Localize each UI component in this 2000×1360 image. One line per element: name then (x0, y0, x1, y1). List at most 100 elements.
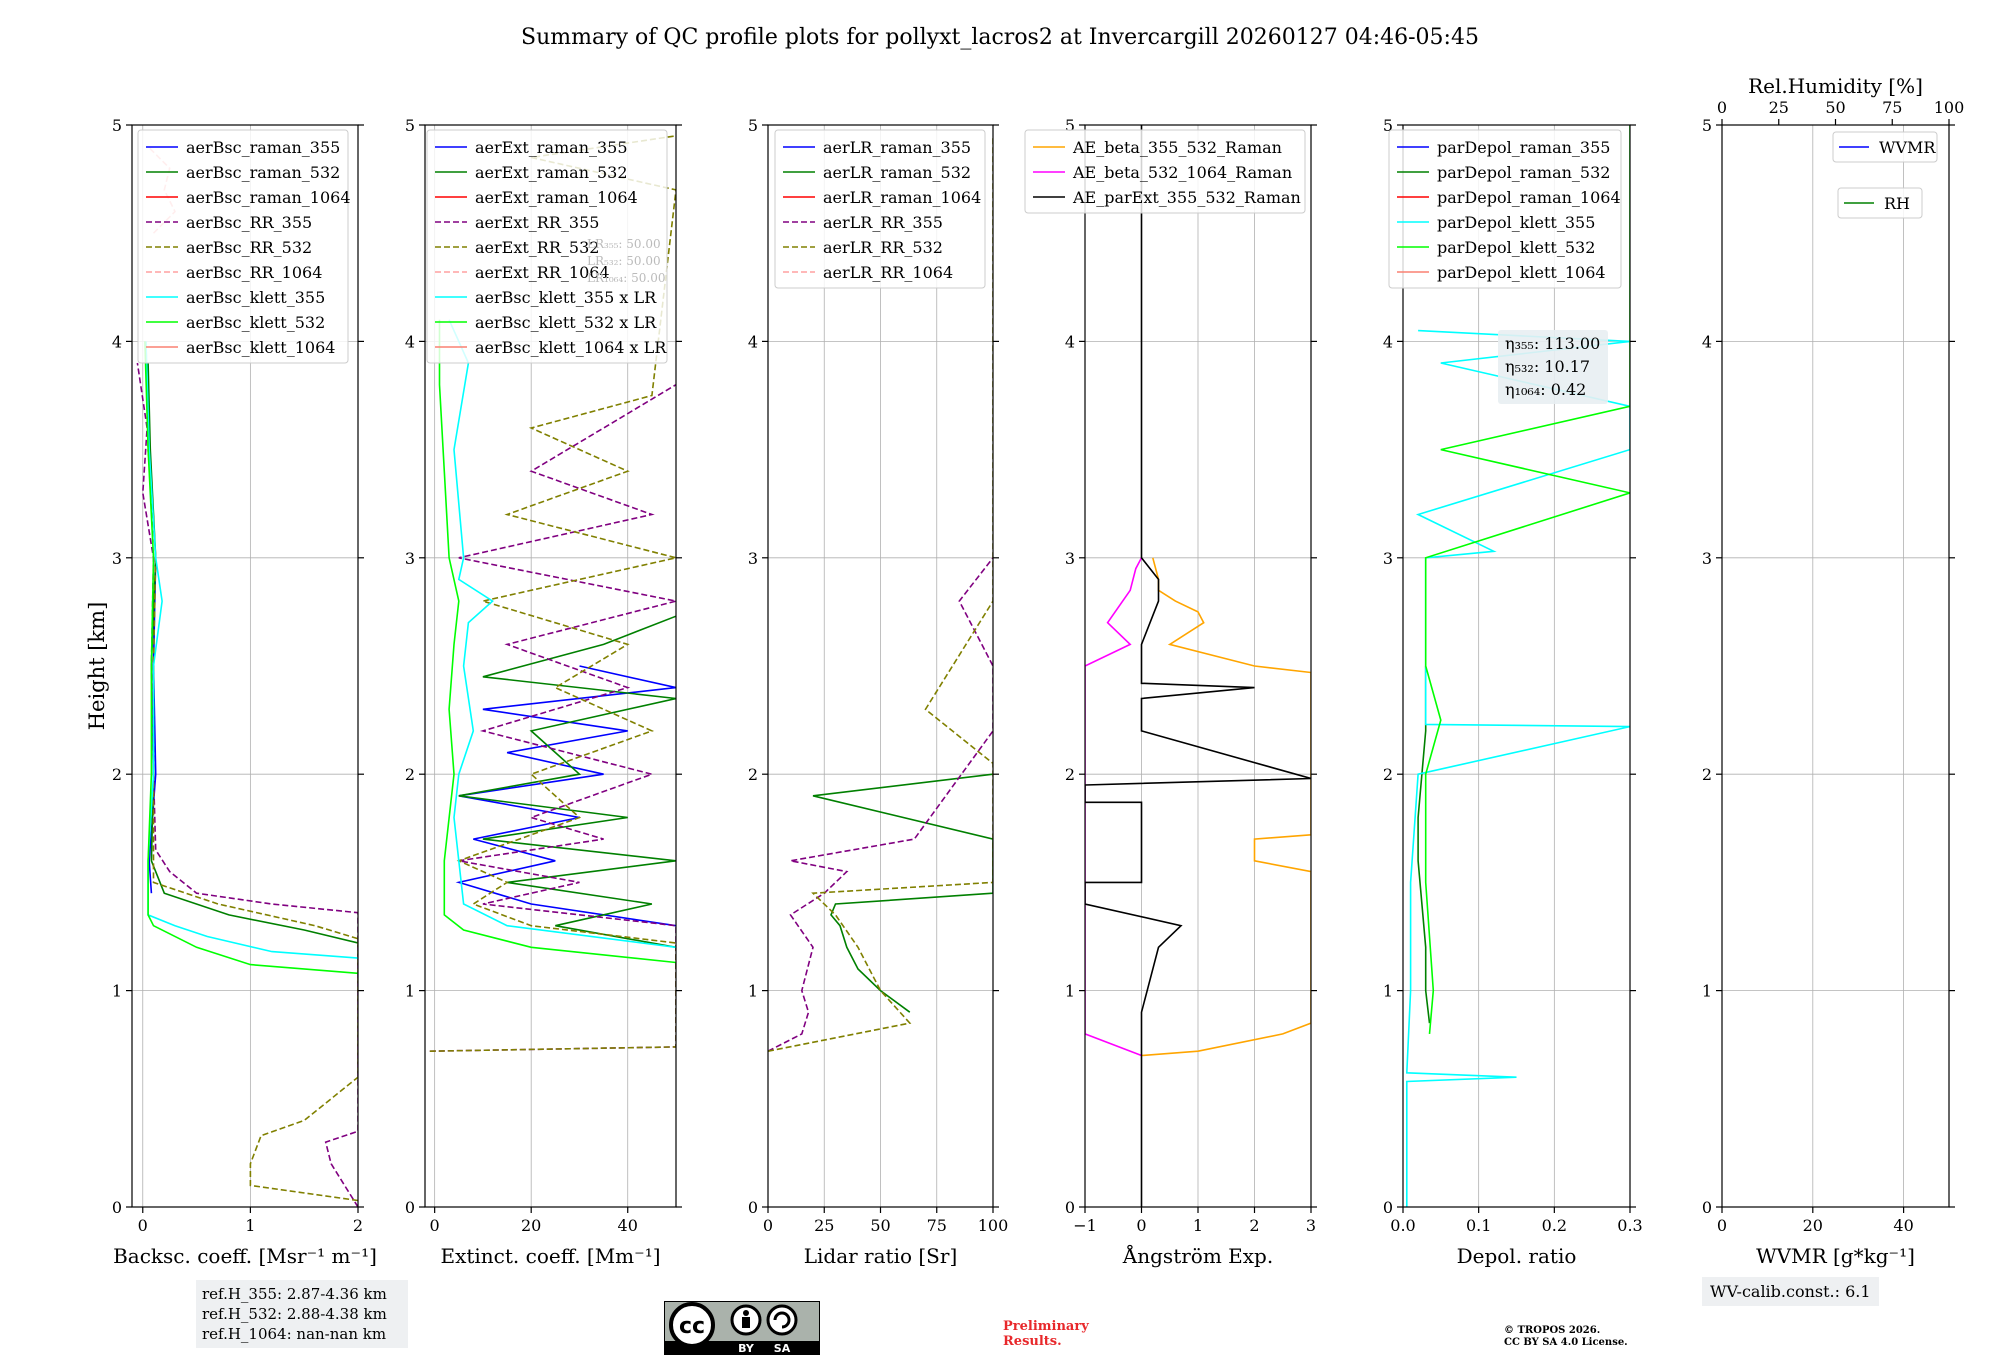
y-tick-label-ae: 1 (1065, 982, 1075, 1001)
legend-box-WVMR (1832, 131, 1938, 163)
lidar-ratio-note: LR₅₃₂: 50.00 (587, 254, 661, 268)
x-tick-label-bsc: 1 (245, 1216, 255, 1235)
ref-height-1064: ref.H_1064: nan-nan km (202, 1325, 387, 1343)
y-tick-label-wv: 4 (1702, 332, 1712, 351)
cc-text: cc (679, 1314, 705, 1339)
x-tick-label-ext: 20 (521, 1216, 541, 1235)
copyright-note: © TROPOS 2026. CC BY SA 4.0 License. (1504, 1325, 1628, 1349)
y-tick-label-lr: 5 (748, 116, 758, 135)
y-tick-label-bsc: 1 (112, 982, 122, 1001)
legend-label-aerBsc_raman_355: aerBsc_raman_355 (186, 138, 340, 157)
x2-tick-label-wv: 75 (1882, 98, 1902, 117)
copyright-line-1: © TROPOS 2026. (1504, 1325, 1601, 1336)
series-line-aerLR_raman_532 (812, 773, 993, 1013)
x-tick-label-ae: 0 (1136, 1216, 1146, 1235)
y-tick-label-wv: 3 (1702, 549, 1712, 568)
series-line-parDepol_klett_355 (1405, 329, 1630, 1207)
legend-label-aerBsc_RR_1064: aerBsc_RR_1064 (186, 263, 322, 282)
x-tick-label-depol: 0.3 (1617, 1216, 1642, 1235)
axes-frame-ext (424, 124, 677, 1208)
legend-label-aerLR_raman_532: aerLR_raman_532 (823, 163, 971, 182)
y-tick-label-bsc: 5 (112, 116, 122, 135)
y-tick-label-ext: 0 (405, 1198, 415, 1217)
axes-frame-depol (1402, 124, 1631, 1208)
series-line-aerLR_RR_355 (768, 557, 993, 1052)
y-tick-label-ae: 4 (1065, 332, 1075, 351)
y-tick-label-depol: 3 (1383, 549, 1393, 568)
legend-label-aerExt_RR_355: aerExt_RR_355 (475, 213, 599, 232)
x-tick-label-ae: −1 (1073, 1216, 1097, 1235)
x-tick-label-lr: 50 (870, 1216, 890, 1235)
series-group-ae (1085, 125, 1311, 1207)
y-tick-label-depol: 2 (1383, 765, 1393, 784)
panel-lr: 0 25 50 75 100 0 1 2 3 4 5 Lidar ratio [Sr] aerLR_ra… (748, 116, 1008, 1268)
y-tick-label-ext: 2 (405, 765, 415, 784)
y-tick-label-depol: 4 (1383, 332, 1393, 351)
legend-label-aerBsc_klett_532 x LR: aerBsc_klett_532 x LR (475, 313, 657, 332)
sa-text: SA (774, 1342, 791, 1355)
legend-label-aerExt_raman_355: aerExt_raman_355 (475, 138, 628, 157)
legend-label-aerBsc_klett_532: aerBsc_klett_532 (186, 313, 325, 332)
eta-note-line: η₁₀₆₄: 0.42 (1505, 380, 1586, 399)
legend-label-aerLR_RR_1064: aerLR_RR_1064 (823, 263, 953, 282)
x-tick-label-ext: 0 (430, 1216, 440, 1235)
series-line-parDepol_raman_532 (1417, 666, 1431, 1024)
y-tick-label-wv: 2 (1702, 765, 1712, 784)
x-axis-label-bsc: Backsc. coeff. [Msr⁻¹ m⁻¹] (113, 1244, 377, 1268)
series-line-aerBsc_klett_532 x LR (438, 319, 676, 964)
eta-note-line: η₅₃₂: 10.17 (1505, 357, 1590, 376)
x-tick-label-ae: 1 (1193, 1216, 1203, 1235)
x-tick-label-ext: 40 (618, 1216, 638, 1235)
x-tick-label-bsc: 2 (353, 1216, 363, 1235)
y-tick-label-ext: 5 (405, 116, 415, 135)
wv-calibration-box: WV-calib.const.: 6.1 (1702, 1277, 1879, 1306)
copyright-line-2: CC BY SA 4.0 License. (1504, 1337, 1628, 1348)
x-tick-label-wv: 0 (1717, 1216, 1727, 1235)
series-line-aerBsc_RR_532 (145, 341, 358, 1202)
series-line-aerBsc_klett_355 x LR (448, 319, 676, 949)
preliminary-line-1: Preliminary (1003, 1319, 1089, 1334)
x-tick-label-lr: 75 (927, 1216, 947, 1235)
panel-depol: 0.0 0.1 0.2 0.3 0 1 2 3 4 5 Depol. ratio parDepol_r… (1383, 116, 1643, 1268)
legend-label-aerLR_RR_532: aerLR_RR_532 (823, 238, 943, 257)
series-line-aerBsc_raman_532 (147, 362, 358, 944)
y-tick-label-ae: 2 (1065, 765, 1075, 784)
legend-label-AE_beta_532_1064_Raman: AE_beta_532_1064_Raman (1072, 163, 1292, 182)
legend-label-WVMR: WVMR (1879, 138, 1936, 157)
legend-label-aerLR_RR_355: aerLR_RR_355 (823, 213, 943, 232)
x2-tick-label-wv: 25 (1769, 98, 1789, 117)
legend-label-parDepol_raman_1064: parDepol_raman_1064 (1437, 188, 1621, 207)
y-tick-label-ext: 3 (405, 549, 415, 568)
legend-label-parDepol_raman_532: parDepol_raman_532 (1437, 163, 1610, 182)
legend-label-aerBsc_RR_355: aerBsc_RR_355 (186, 213, 312, 232)
y-tick-label-ext: 1 (405, 982, 415, 1001)
series-line-aerExt_RR_355 (429, 384, 676, 1052)
legend-label-RH: RH (1884, 194, 1910, 213)
legend-label-aerBsc_klett_355 x LR: aerBsc_klett_355 x LR (475, 288, 657, 307)
y-tick-label-bsc: 3 (112, 549, 122, 568)
y-tick-label-bsc: 0 (112, 1198, 122, 1217)
x-axis-label-ae: Ångström Exp. (1122, 1243, 1273, 1268)
eta-note-box (1498, 330, 1608, 404)
y-tick-label-lr: 3 (748, 549, 758, 568)
legend-box-bsc (137, 129, 349, 364)
series-line-aerLR_RR_532 (768, 135, 993, 1052)
y-tick-label-depol: 0 (1383, 1198, 1393, 1217)
x-tick-label-ae: 3 (1306, 1216, 1316, 1235)
y-tick-label-depol: 1 (1383, 982, 1393, 1001)
series-line-aerBsc_RR_355 (136, 362, 358, 1207)
series-line-aerBsc_klett_532 (144, 341, 358, 975)
x-tick-label-wv: 40 (1893, 1216, 1913, 1235)
y-tick-label-ae: 5 (1065, 116, 1075, 135)
y-tick-label-depol: 5 (1383, 116, 1393, 135)
series-line-aerExt_RR_532 (429, 135, 676, 1052)
x-tick-label-depol: 0.2 (1542, 1216, 1567, 1235)
x2-tick-label-wv: 100 (1934, 98, 1965, 117)
sa-icon (766, 1304, 798, 1336)
legend-label-aerBsc_RR_532: aerBsc_RR_532 (186, 238, 312, 257)
legend-box-RH (1837, 187, 1923, 219)
legend-label-aerExt_raman_1064: aerExt_raman_1064 (475, 188, 638, 207)
legend-label-AE_parExt_355_532_Raman: AE_parExt_355_532_Raman (1072, 188, 1301, 207)
x2-tick-label-wv: 0 (1717, 98, 1727, 117)
x-tick-label-lr: 25 (814, 1216, 834, 1235)
